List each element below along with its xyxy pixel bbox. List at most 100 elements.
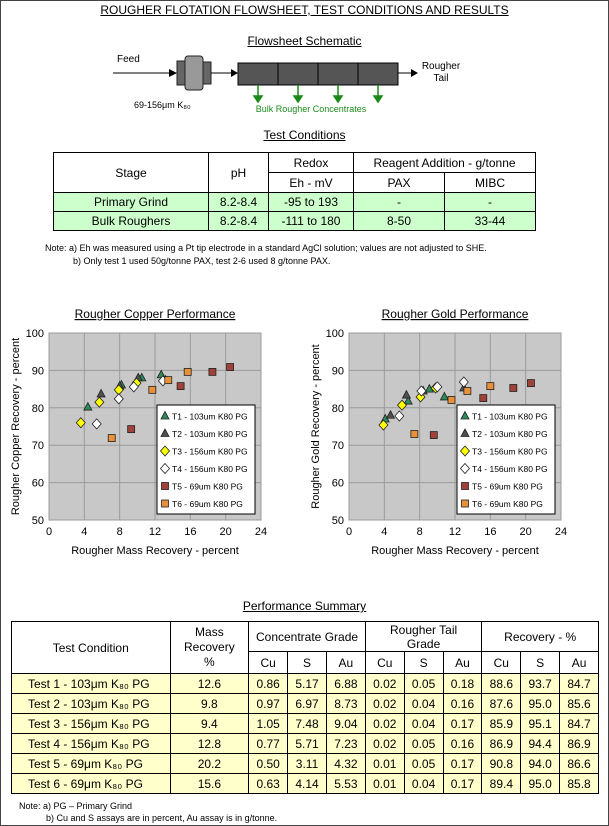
- marker: [75, 417, 86, 429]
- legend-marker: [459, 445, 471, 457]
- row: Primary Grind 8.2-8.4 -95 to 193- -: [53, 192, 536, 212]
- y-axis-label: Rougher Gold Recovery - percent: [310, 344, 322, 508]
- marker: [410, 430, 419, 438]
- x-tick-label: 12: [449, 526, 461, 538]
- y-tick-label: 50: [32, 515, 44, 527]
- marker: [83, 401, 93, 411]
- mill: [202, 61, 212, 85]
- legend-marker: [460, 428, 470, 437]
- header-row: Test Condition Mass Recovery% Concentrate …: [11, 621, 599, 674]
- marker: [148, 385, 157, 394]
- cell: 8.73: [325, 693, 366, 714]
- cell: 5.71: [287, 733, 327, 754]
- marker: [183, 367, 192, 376]
- cell: 5.53: [325, 773, 366, 794]
- legend-marker: [459, 462, 471, 475]
- cell: 0.63: [248, 773, 289, 794]
- cell: -: [353, 192, 445, 212]
- cell: 94.4: [520, 733, 561, 754]
- y-axis-label: Rougher Copper Recovery - percent: [10, 338, 22, 515]
- y-tick-label: 90: [32, 365, 44, 377]
- legend-label: T4 - 156um K80 PG: [172, 464, 248, 474]
- cell: 0.17: [442, 713, 483, 734]
- row: Test 1 - 103μm K₈₀ PG 12.6 0.86 5.17 6.88 0.0…: [11, 673, 599, 694]
- legend-marker: [161, 499, 169, 508]
- marker: [107, 434, 116, 442]
- chart-title: Rougher Gold Performance: [382, 307, 529, 321]
- cell: 90.8: [481, 753, 522, 774]
- header-cell: S: [520, 651, 561, 674]
- y-tick-label: 60: [332, 478, 344, 490]
- cell: -95 to 193: [268, 192, 354, 212]
- x-tick-label: 8: [117, 526, 123, 538]
- marker: [429, 431, 438, 440]
- cell: 0.16: [442, 693, 483, 714]
- marker: [128, 381, 139, 393]
- mill: [184, 55, 204, 91]
- cell: 0.04: [403, 713, 444, 734]
- cell: 0.02: [364, 733, 405, 754]
- legend-label: T1 - 103um K80 PG: [172, 412, 248, 422]
- header-cell: Rougher Tail Grade: [364, 621, 483, 652]
- chart: 50 60 70 80 90 100 0 4 8 12 16 20 24 Rougher Gold Per…: [310, 307, 567, 557]
- tail-label: Rougher Tail: [421, 61, 461, 84]
- cell: 88.6: [481, 673, 522, 694]
- legend-marker: [159, 462, 171, 475]
- note: b) Only test 1 used 50g/tonne PAX, test …: [73, 256, 331, 266]
- legend-label: T1 - 103um K80 PG: [472, 412, 548, 422]
- row: Test 4 - 156μm K₈₀ PG 12.8 0.77 5.71 7.23 0.0…: [11, 733, 599, 754]
- marker: [91, 418, 102, 430]
- x-tick-label: 0: [346, 526, 352, 538]
- cell: 1.05: [248, 713, 289, 734]
- cell: 0.18: [442, 673, 483, 694]
- marker: [394, 410, 405, 422]
- marker: [226, 363, 234, 371]
- cell: 6.97: [287, 693, 327, 714]
- cell: 0.16: [442, 733, 483, 754]
- marker: [509, 384, 518, 392]
- y-tick-label: 50: [332, 515, 344, 527]
- marker: [385, 409, 396, 419]
- cell: 85.8: [559, 773, 599, 794]
- marker: [486, 382, 495, 391]
- cell: 95.1: [520, 713, 561, 734]
- cell: 0.17: [442, 753, 483, 774]
- legend-label: T3 - 156um K80 PG: [172, 447, 248, 457]
- header-cell: Au: [559, 651, 599, 674]
- header-cell: Stage: [53, 152, 209, 193]
- header-cell: Mass Recovery%: [169, 621, 250, 674]
- grind-size: 69-156μm K₈₀: [134, 100, 191, 110]
- x-tick-label: 24: [555, 526, 567, 538]
- y-tick-label: 80: [332, 403, 344, 415]
- marker: [378, 419, 389, 431]
- cell: 0.86: [248, 673, 289, 694]
- legend-label: T2 - 103um K80 PG: [172, 429, 248, 439]
- row: Test 3 - 156μm K₈₀ PG 9.4 1.05 7.48 9.04 0.02…: [11, 713, 599, 734]
- cell: 12.8: [169, 733, 250, 754]
- cell: 87.6: [481, 693, 522, 714]
- header-cell: pH: [208, 152, 269, 193]
- cell: 0.01: [364, 753, 405, 774]
- cell: 0.77: [248, 733, 289, 754]
- y-tick-label: 70: [332, 440, 344, 452]
- chart: 50 60 70 80 90 100 0 4 8 12 16 20 24 Rougher Copper P…: [10, 307, 267, 557]
- legend-marker: [160, 410, 170, 420]
- legend-label: T6 - 69um K80 PG: [472, 499, 543, 509]
- header-cell: Au: [442, 651, 483, 674]
- header-cell: Au: [325, 651, 366, 674]
- x-tick-label: 20: [520, 526, 532, 538]
- cell: -111 to 180: [268, 211, 354, 231]
- cell: 0.50: [248, 753, 289, 774]
- marker: [164, 376, 173, 385]
- marker: [432, 381, 443, 393]
- cell: Primary Grind: [53, 192, 209, 212]
- y-tick-label: 90: [332, 365, 344, 377]
- row: Test 6 - 69μm K₈₀ PG 15.6 0.63 4.14 5.53 0.01…: [11, 773, 599, 794]
- cell: 84.7: [559, 673, 599, 694]
- cell: 4.32: [325, 753, 366, 774]
- marker: [127, 425, 136, 434]
- header-cell: PAX: [353, 172, 445, 193]
- legend-marker: [159, 445, 171, 457]
- x-tick-label: 12: [149, 526, 161, 538]
